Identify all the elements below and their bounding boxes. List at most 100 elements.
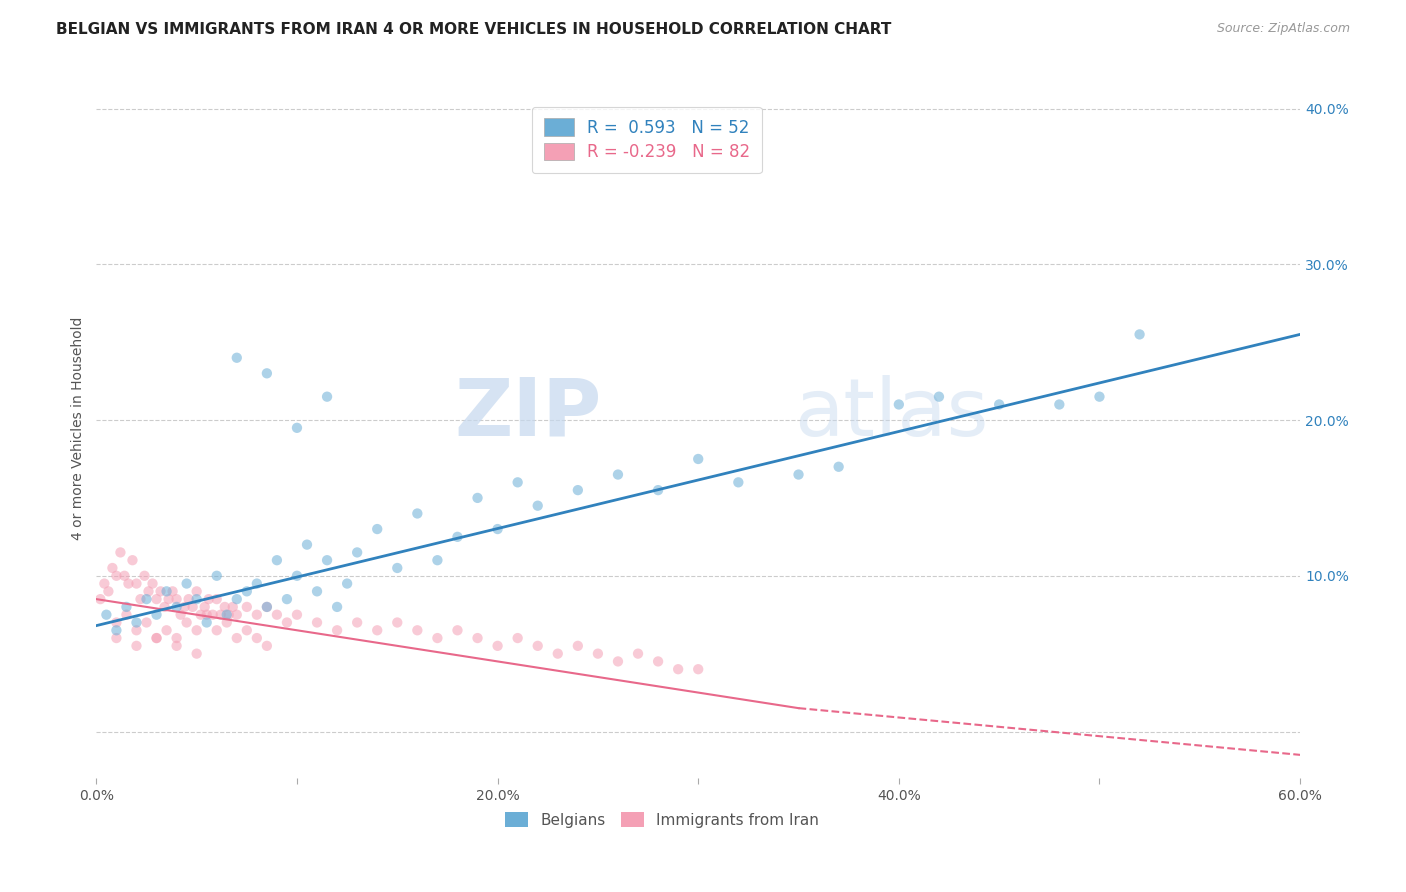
- Point: [145, 592, 167, 607]
- Point: [647, 655, 669, 669]
- Point: [105, 631, 128, 645]
- Point: [1129, 327, 1152, 342]
- Point: [627, 647, 650, 661]
- Point: [190, 607, 212, 622]
- Point: [166, 599, 188, 614]
- Point: [89, 592, 111, 607]
- Point: [96, 607, 118, 622]
- Point: [246, 607, 269, 622]
- Point: [366, 522, 388, 536]
- Point: [607, 467, 630, 482]
- Point: [506, 475, 529, 490]
- Point: [117, 576, 139, 591]
- Point: [134, 568, 156, 582]
- Point: [169, 607, 191, 622]
- Point: [141, 576, 163, 591]
- Point: [125, 624, 148, 638]
- Point: [688, 452, 710, 467]
- Point: [295, 538, 318, 552]
- Point: [827, 459, 849, 474]
- Point: [209, 607, 232, 622]
- Point: [166, 592, 188, 607]
- Point: [162, 584, 184, 599]
- Point: [186, 592, 208, 607]
- Point: [194, 599, 217, 614]
- Point: [486, 522, 509, 536]
- Point: [201, 607, 224, 622]
- Point: [928, 390, 950, 404]
- Text: BELGIAN VS IMMIGRANTS FROM IRAN 4 OR MORE VEHICLES IN HOUSEHOLD CORRELATION CHAR: BELGIAN VS IMMIGRANTS FROM IRAN 4 OR MOR…: [56, 22, 891, 37]
- Point: [887, 397, 910, 411]
- Point: [236, 624, 259, 638]
- Point: [186, 584, 208, 599]
- Point: [647, 483, 669, 497]
- Point: [225, 592, 247, 607]
- Point: [205, 568, 228, 582]
- Point: [406, 624, 429, 638]
- Point: [114, 568, 136, 582]
- Point: [218, 607, 240, 622]
- Point: [105, 615, 128, 630]
- Point: [236, 584, 259, 599]
- Point: [166, 631, 188, 645]
- Point: [105, 624, 128, 638]
- Point: [607, 655, 630, 669]
- Point: [105, 568, 128, 582]
- Point: [316, 553, 339, 567]
- Point: [195, 615, 218, 630]
- Point: [526, 499, 548, 513]
- Point: [125, 576, 148, 591]
- Point: [222, 599, 245, 614]
- Point: [125, 615, 148, 630]
- Point: [326, 599, 349, 614]
- Point: [125, 639, 148, 653]
- Point: [266, 607, 288, 622]
- Point: [186, 624, 208, 638]
- Point: [225, 607, 247, 622]
- Point: [181, 599, 204, 614]
- Point: [285, 568, 308, 582]
- Text: atlas: atlas: [794, 375, 988, 453]
- Point: [214, 599, 236, 614]
- Point: [246, 631, 269, 645]
- Point: [205, 624, 228, 638]
- Point: [176, 576, 198, 591]
- Point: [215, 615, 238, 630]
- Point: [225, 631, 247, 645]
- Point: [93, 576, 115, 591]
- Point: [316, 390, 339, 404]
- Point: [1047, 397, 1070, 411]
- Point: [246, 576, 269, 591]
- Point: [135, 592, 157, 607]
- Point: [305, 615, 328, 630]
- Point: [145, 631, 167, 645]
- Point: [305, 584, 328, 599]
- Point: [256, 599, 278, 614]
- Point: [145, 607, 167, 622]
- Point: [727, 475, 749, 490]
- Point: [688, 662, 710, 676]
- Point: [266, 553, 288, 567]
- Point: [666, 662, 689, 676]
- Point: [153, 599, 176, 614]
- Point: [426, 631, 449, 645]
- Point: [115, 607, 138, 622]
- Point: [256, 639, 278, 653]
- Point: [256, 367, 278, 381]
- Point: [506, 631, 529, 645]
- Point: [285, 607, 308, 622]
- Point: [197, 592, 219, 607]
- Point: [186, 647, 208, 661]
- Point: [205, 592, 228, 607]
- Point: [387, 615, 409, 630]
- Legend: Belgians, Immigrants from Iran: Belgians, Immigrants from Iran: [499, 805, 825, 834]
- Point: [446, 530, 468, 544]
- Y-axis label: 4 or more Vehicles in Household: 4 or more Vehicles in Household: [72, 316, 86, 540]
- Point: [467, 491, 489, 505]
- Point: [121, 553, 143, 567]
- Point: [387, 561, 409, 575]
- Point: [467, 631, 489, 645]
- Point: [366, 624, 388, 638]
- Point: [177, 592, 200, 607]
- Point: [547, 647, 569, 661]
